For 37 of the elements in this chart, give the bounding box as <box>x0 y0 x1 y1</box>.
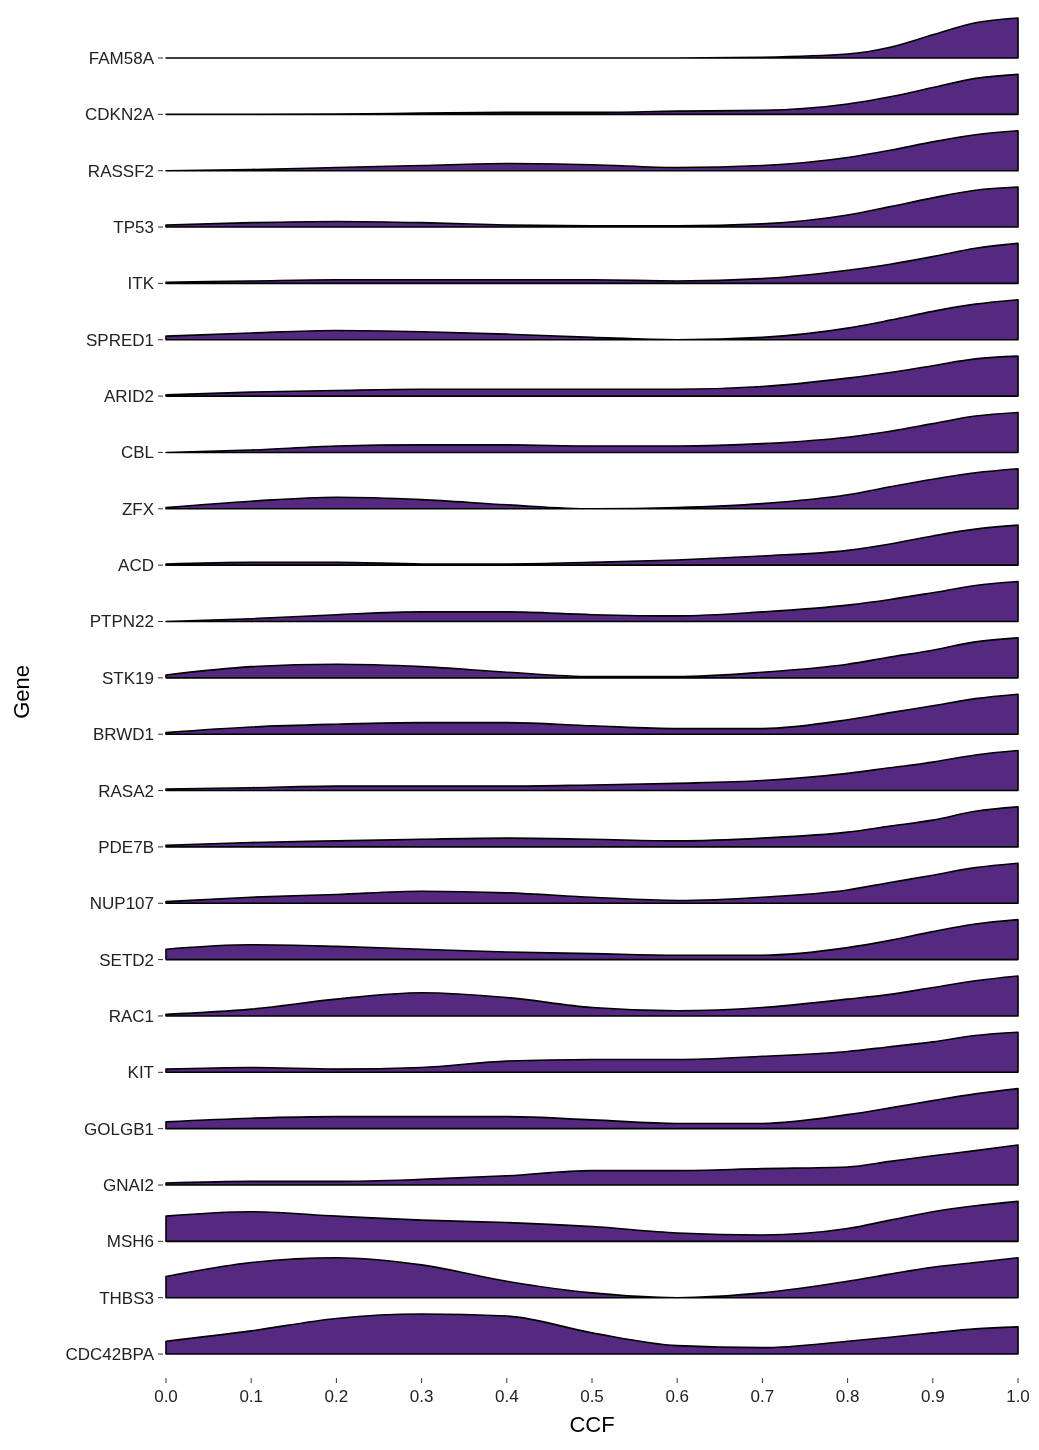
y-axis-title: GOLGB1 <box>84 1119 154 1139</box>
x-tick-label: 0.0 <box>154 1387 178 1407</box>
y-axis-title: MSH6 <box>106 1232 154 1252</box>
y-axis-title: CDC42BPA <box>65 1345 155 1364</box>
x-axis-title: CCF <box>569 1412 615 1438</box>
y-axis-title: PTPN22 <box>89 612 154 632</box>
y-axis-title: FAM58A <box>88 48 155 68</box>
y-axis-title: GNAI2 <box>102 1175 154 1195</box>
x-tick-label: 0.3 <box>409 1387 434 1407</box>
x-tick-label: 0.9 <box>920 1387 945 1407</box>
x-tick-label: 0.4 <box>494 1387 519 1407</box>
y-axis-title: THBS3 <box>99 1288 154 1308</box>
x-tick-label: 0.7 <box>750 1387 775 1407</box>
y-axis-title: KIT <box>127 1063 154 1083</box>
y-axis-title: PDE7B <box>98 837 154 857</box>
y-axis-title: STK19 <box>102 668 154 688</box>
x-tick-label: 1.0 <box>1006 1387 1030 1407</box>
y-axis-title: RASA2 <box>98 781 154 801</box>
y-axis-title: CBL <box>120 443 154 463</box>
y-axis-title: SPRED1 <box>85 330 154 350</box>
y-axis-title: NUP107 <box>89 894 154 914</box>
y-axis-title: ACD <box>118 556 154 576</box>
y-axis-title: SETD2 <box>99 950 154 970</box>
y-axis-title: ARID2 <box>103 387 154 407</box>
x-tick-label: 0.1 <box>239 1387 264 1407</box>
x-tick-label: 0.8 <box>835 1387 860 1407</box>
y-axis-title: ITK <box>127 274 155 294</box>
y-axis-title: TP53 <box>113 218 154 237</box>
x-tick-label: 0.2 <box>324 1387 349 1407</box>
x-tick-label: 0.5 <box>580 1387 604 1407</box>
y-axis-title: ZFX <box>121 499 154 519</box>
y-axis-title: BRWD1 <box>92 725 154 745</box>
x-tick-label: 0.6 <box>665 1387 690 1407</box>
y-axis-title: RAC1 <box>108 1006 154 1026</box>
y-axis-title: RASSF2 <box>87 161 154 181</box>
text: Gene <box>9 664 34 719</box>
y-axis-title: CDKN2A <box>85 105 155 125</box>
